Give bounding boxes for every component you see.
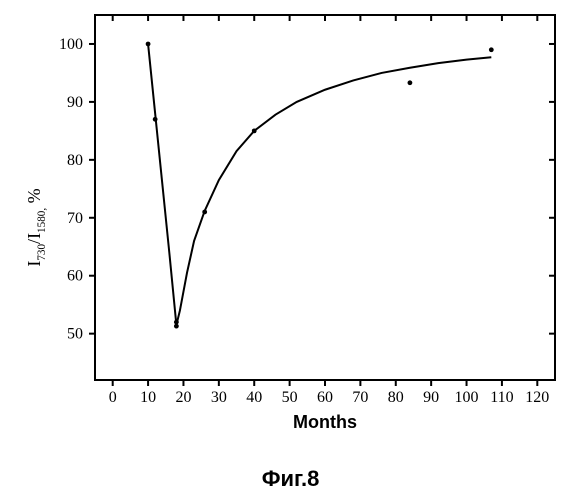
x-tick-label: 120 xyxy=(525,389,549,406)
y-tick-label: 70 xyxy=(67,210,83,227)
x-tick-label: 20 xyxy=(175,389,191,406)
x-tick-label: 100 xyxy=(455,389,479,406)
data-point xyxy=(408,80,413,85)
x-tick-label: 10 xyxy=(140,389,156,406)
x-tick-label: 60 xyxy=(317,389,333,406)
x-tick-label: 40 xyxy=(246,389,262,406)
x-tick-label: 80 xyxy=(388,389,404,406)
data-point xyxy=(489,47,494,52)
y-tick-label: 60 xyxy=(67,268,83,285)
fit-curve xyxy=(148,44,491,325)
x-tick-label: 110 xyxy=(490,389,513,406)
x-tick-label: 70 xyxy=(352,389,368,406)
figure-caption: Фиг.8 xyxy=(0,466,581,492)
x-tick-label: 90 xyxy=(423,389,439,406)
data-point xyxy=(174,324,179,329)
chart-svg: 0 10 20 30 40 50 60 70 80 90 100 110 120 50 60 70 80 90 10… xyxy=(0,0,581,440)
x-axis-title: Months xyxy=(293,412,357,432)
data-point xyxy=(252,128,257,133)
data-point xyxy=(153,117,158,122)
y-tick-label: 50 xyxy=(67,326,83,343)
x-tick-label: 50 xyxy=(282,389,298,406)
x-tick-label: 30 xyxy=(211,389,227,406)
y-tick-label: 100 xyxy=(59,36,83,53)
data-point xyxy=(146,42,151,47)
y-tick-label: 90 xyxy=(67,94,83,111)
figure-container: { "chart": { "type": "line-scatter", "ca… xyxy=(0,0,581,500)
x-tick-label: 0 xyxy=(109,389,117,406)
y-tick-label: 80 xyxy=(67,152,83,169)
data-point xyxy=(202,210,207,215)
y-axis-title: I730/I1580, % xyxy=(24,188,48,266)
